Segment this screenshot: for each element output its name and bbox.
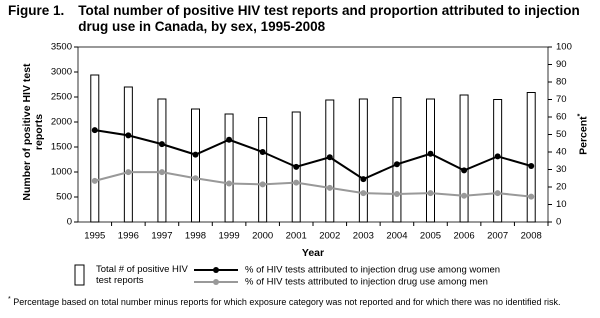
- point: [326, 184, 333, 191]
- point: [326, 154, 333, 161]
- x-axis-title: Year: [302, 247, 324, 259]
- x-tick-label: 1998: [185, 231, 206, 242]
- point: [91, 177, 98, 184]
- y2-axis-title: Percent*: [577, 99, 590, 169]
- legend-marker: [213, 279, 219, 285]
- title-block: Figure 1. Total number of positive HIV t…: [8, 3, 593, 35]
- y-tick-label: 2500: [51, 92, 72, 103]
- line: [94, 129, 532, 181]
- point: [461, 192, 468, 199]
- y2-tick-label: 10: [556, 199, 567, 210]
- y-tick-label: 1500: [51, 142, 72, 153]
- footnote-text: Percentage based on total number minus r…: [13, 297, 561, 307]
- y-tick-label: 3500: [51, 42, 72, 53]
- bar: [325, 99, 335, 223]
- bar: [459, 94, 469, 223]
- bar: [90, 74, 100, 223]
- y2-tick-label: 70: [556, 94, 567, 105]
- legend-swatch: [74, 264, 85, 286]
- point: [461, 167, 468, 174]
- x-tick-label: 1999: [219, 231, 240, 242]
- footnote: * Percentage based on total number minus…: [8, 296, 598, 307]
- point: [528, 163, 535, 169]
- figure-label: Figure 1.: [8, 3, 65, 18]
- legend-label: Total # of positive HIV test reports: [96, 264, 188, 286]
- x-tick-label: 1997: [151, 231, 172, 242]
- point: [293, 163, 300, 170]
- legend-label: % of HIV tests attributed to injection d…: [245, 265, 500, 276]
- y-axis-title: Number of positive HIV test reports: [21, 63, 45, 201]
- point: [192, 151, 199, 158]
- line: [94, 171, 532, 198]
- point: [494, 190, 501, 197]
- bar: [157, 98, 167, 223]
- legend-marker: [213, 267, 219, 273]
- point: [226, 180, 233, 187]
- y2-tick-label: 30: [556, 164, 567, 175]
- point: [427, 150, 434, 157]
- bar: [526, 92, 536, 223]
- plot-frame: [77, 46, 549, 223]
- point: [360, 190, 367, 197]
- y-tick-label: 500: [56, 192, 72, 203]
- bar: [123, 86, 133, 223]
- y2-tick-label: 80: [556, 77, 567, 88]
- x-tick-label: 2005: [420, 231, 441, 242]
- point: [192, 175, 199, 182]
- point: [360, 176, 367, 183]
- bar: [493, 99, 503, 223]
- point: [393, 161, 400, 168]
- y2-tick-label: 60: [556, 112, 567, 123]
- x-tick-label: 2006: [454, 231, 475, 242]
- point: [259, 149, 266, 155]
- x-tick-label: 1996: [118, 231, 139, 242]
- bar: [392, 97, 402, 223]
- note-marker: *: [576, 113, 584, 117]
- y-tick-label: 3000: [51, 67, 72, 78]
- x-tick-label: 2002: [319, 231, 340, 242]
- bar: [426, 98, 435, 223]
- x-tick-label: 2007: [487, 231, 508, 242]
- x-tick-label: 2004: [386, 231, 407, 242]
- point: [91, 127, 98, 134]
- y2-tick-label: 20: [556, 182, 567, 193]
- point: [125, 132, 132, 139]
- point: [125, 169, 132, 176]
- y2-tick-label: 50: [556, 129, 567, 140]
- bar: [191, 108, 200, 223]
- point: [158, 169, 165, 176]
- x-tick-label: 2008: [521, 231, 542, 242]
- bar: [258, 117, 268, 223]
- y2-label: Percent: [577, 116, 590, 155]
- note-marker: *: [8, 296, 11, 303]
- point: [528, 193, 535, 200]
- point: [427, 190, 434, 197]
- y-tick-label: 1000: [51, 167, 72, 178]
- y2-tick-label: 90: [556, 59, 567, 70]
- point: [393, 191, 400, 197]
- point: [293, 179, 300, 186]
- point: [259, 181, 266, 188]
- y2-tick-label: 0: [556, 217, 561, 228]
- x-tick-label: 2001: [286, 231, 307, 242]
- chart-title: Total number of positive HIV test report…: [78, 3, 580, 34]
- bar: [224, 113, 234, 223]
- x-tick-label: 2000: [252, 231, 273, 242]
- y-tick-label: 0: [67, 217, 72, 228]
- y2-tick-label: 100: [556, 42, 572, 53]
- point: [226, 136, 233, 143]
- y-tick-label: 2000: [51, 117, 72, 128]
- bar: [358, 98, 368, 223]
- legend-label: % of HIV tests attributed to injection d…: [245, 277, 488, 288]
- x-tick-label: 1995: [84, 231, 105, 242]
- point: [494, 153, 501, 160]
- y2-tick-label: 40: [556, 147, 567, 158]
- point: [158, 141, 165, 148]
- x-tick-label: 2003: [353, 231, 374, 242]
